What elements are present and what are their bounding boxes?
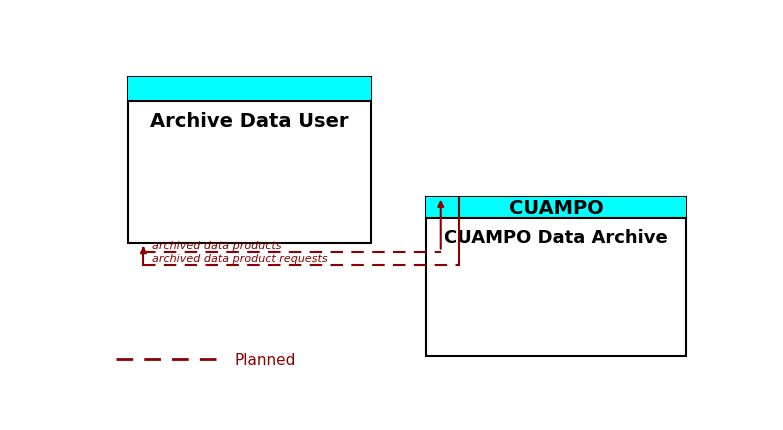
Text: Archive Data User: Archive Data User: [150, 112, 349, 131]
Bar: [426, 197, 687, 356]
Text: archived data product requests: archived data product requests: [153, 253, 328, 263]
Bar: [426, 197, 687, 219]
Text: archived data products: archived data products: [153, 240, 282, 250]
Bar: [128, 78, 371, 101]
Bar: [128, 78, 371, 244]
Text: CUAMPO Data Archive: CUAMPO Data Archive: [444, 228, 668, 246]
Text: Planned: Planned: [234, 352, 296, 367]
Text: CUAMPO: CUAMPO: [509, 199, 604, 218]
